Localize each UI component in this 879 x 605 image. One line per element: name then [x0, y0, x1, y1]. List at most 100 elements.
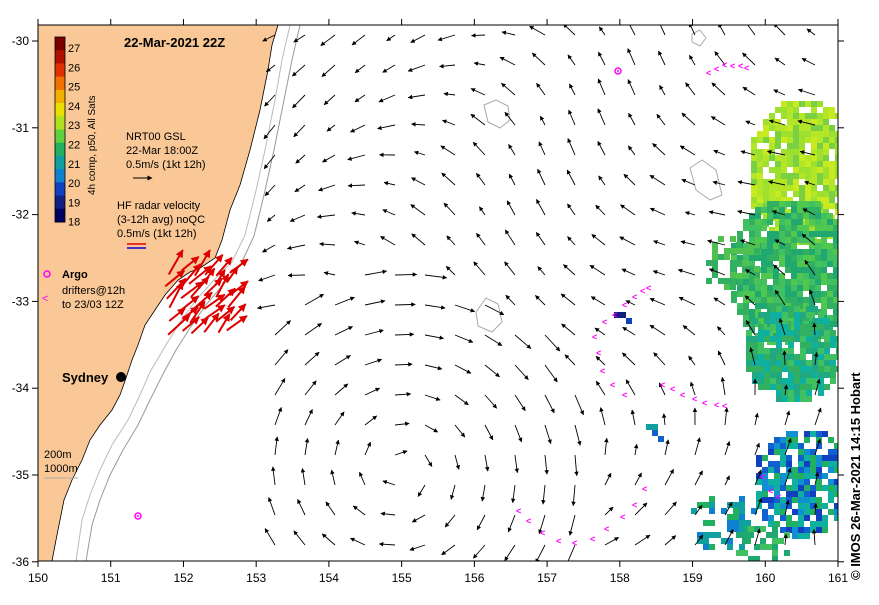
colorbar-segment — [55, 196, 65, 210]
drifter-mark: < — [744, 63, 749, 73]
drifter-mark: < — [632, 292, 637, 302]
colorbar-segment — [55, 143, 65, 157]
gsl-date: 22-Mar 18:00Z — [126, 145, 198, 157]
y-tick-label: -34 — [12, 381, 30, 395]
island-contour — [476, 298, 502, 332]
x-tick-label: 155 — [392, 571, 412, 585]
drifter-mark: < — [702, 398, 707, 408]
hf-scale: 0.5m/s (1kt 12h) — [117, 228, 196, 240]
sydney-marker — [116, 372, 126, 382]
argo-float — [135, 513, 141, 519]
drifter-mark: < — [776, 492, 781, 502]
depth-label-1000m: 1000m — [44, 463, 78, 475]
colorbar-segment — [55, 156, 65, 170]
depth-label-200m: 200m — [44, 449, 72, 461]
argo-legend-label: Argo — [62, 269, 88, 281]
y-tick-label: -30 — [12, 34, 30, 48]
drifter-mark: < — [722, 60, 727, 70]
drifter-mark: < — [604, 524, 609, 534]
colorbar-tick: 21 — [68, 159, 80, 171]
colorbar-segment — [55, 182, 65, 196]
colorbar-segment — [55, 50, 65, 64]
drifter-mark: < — [540, 528, 545, 538]
x-tick-label: 154 — [319, 571, 339, 585]
drifter-legend-line1: drifters@12h — [62, 285, 125, 297]
hf-sub: (3-12h avg) noQC — [117, 214, 205, 226]
colorbar-tick: 19 — [68, 197, 80, 209]
y-tick-label: -35 — [12, 468, 30, 482]
drifter-mark: < — [714, 64, 719, 74]
colorbar-tick: 26 — [68, 62, 80, 74]
colorbar-tick: 18 — [68, 217, 80, 229]
drifter-mark: < — [600, 366, 605, 376]
island-contour — [690, 160, 722, 200]
drifter-mark: < — [670, 384, 675, 394]
drifter-mark: < — [602, 317, 607, 327]
drifter-mark: < — [622, 300, 627, 310]
colorbar-segment — [55, 63, 65, 77]
y-tick-label: -32 — [12, 208, 30, 222]
x-tick-label: 159 — [683, 571, 703, 585]
drifter-mark: < — [646, 283, 651, 293]
drifter-mark: < — [590, 534, 595, 544]
gsl-scale: 0.5m/s (1kt 12h) — [126, 159, 205, 171]
gsl-title: NRT00 GSL — [126, 131, 186, 143]
drifter-mark: < — [516, 506, 521, 516]
drifter-mark: < — [640, 286, 645, 296]
drifter-mark: < — [738, 61, 743, 71]
drifter-mark: < — [622, 390, 627, 400]
drifter-mark: < — [642, 484, 647, 494]
drifter-mark: < — [572, 538, 577, 548]
colorbar-tick: 23 — [68, 120, 80, 132]
drifter-mark: < — [692, 394, 697, 404]
x-tick-label: 157 — [537, 571, 557, 585]
map-title: 22-Mar-2021 22Z — [124, 35, 225, 50]
x-tick-label: 161 — [828, 571, 848, 585]
sydney-label: Sydney — [62, 370, 109, 385]
drifter-mark: < — [768, 486, 773, 496]
drifter-mark: < — [714, 400, 719, 410]
colorbar-segment — [55, 169, 65, 183]
colorbar-segment — [55, 90, 65, 104]
y-tick-label: -36 — [12, 555, 30, 569]
drifter-mark: < — [760, 472, 765, 482]
colorbar-tick: 25 — [68, 82, 80, 94]
drifter-mark: < — [610, 380, 615, 390]
drifter-mark: < — [722, 401, 727, 411]
x-tick-label: 160 — [755, 571, 775, 585]
colorbar-segment — [55, 209, 65, 223]
colorbar-tick: 20 — [68, 178, 80, 190]
drifter-mark: < — [620, 512, 625, 522]
sst-layer — [614, 101, 859, 562]
y-tick-label: -31 — [12, 121, 30, 135]
x-tick-label: 152 — [173, 571, 193, 585]
hf-title: HF radar velocity — [117, 200, 201, 212]
colorbar-segment — [55, 103, 65, 117]
x-tick-label: 151 — [101, 571, 121, 585]
colorbar-tick: 22 — [68, 140, 80, 152]
drifter-mark: < — [680, 390, 685, 400]
drifter-mark: < — [660, 380, 665, 390]
drifter-mark: < — [526, 516, 531, 526]
x-tick-label: 156 — [464, 571, 484, 585]
colorbar-segment — [55, 130, 65, 144]
colorbar-segment — [55, 37, 65, 51]
drifter-mark: < — [730, 61, 735, 71]
x-tick-label: 150 — [28, 571, 48, 585]
x-tick-label: 158 — [610, 571, 630, 585]
drifter-mark: < — [632, 500, 637, 510]
colorbar-tick: 27 — [68, 43, 80, 55]
x-tick-label: 153 — [246, 571, 266, 585]
drifter-mark: < — [612, 310, 617, 320]
colorbar-segment — [55, 77, 65, 91]
drifter-mark: < — [706, 68, 711, 78]
colorbar-tick: 24 — [68, 101, 80, 113]
sst-colorbar — [55, 37, 65, 223]
credit-line: © IMOS 26-Mar-2021 14:15 Hobart — [848, 372, 863, 580]
drifter-legend-icon: < — [42, 293, 48, 305]
colorbar-label: 4h comp, p50, All Sats — [87, 95, 98, 195]
argo-float — [615, 68, 621, 74]
drifter-legend-line2: to 23/03 12Z — [62, 299, 124, 311]
drifter-mark: < — [556, 536, 561, 546]
